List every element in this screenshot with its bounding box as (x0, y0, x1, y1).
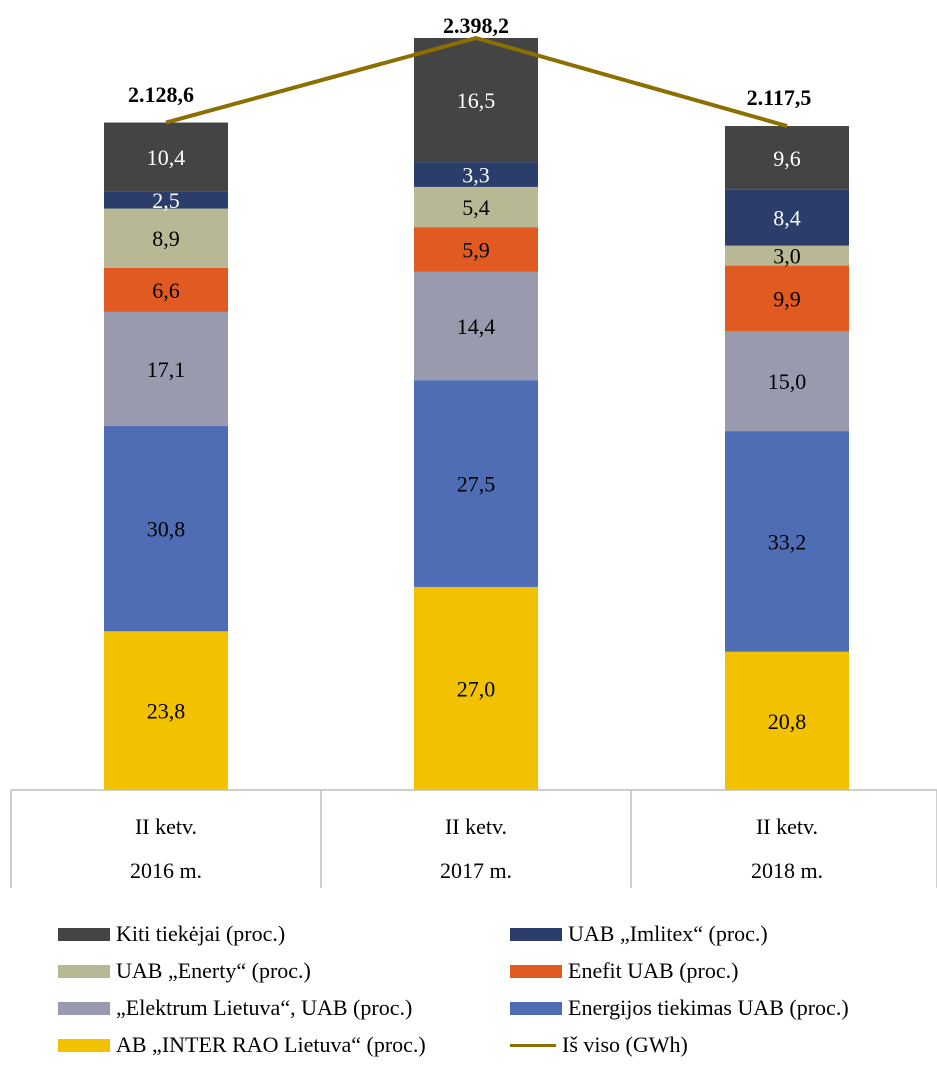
legend-swatch (58, 927, 110, 941)
category-label: 2018 m. (751, 858, 823, 883)
data-label: 2,5 (152, 188, 180, 213)
legend-label: Energijos tiekimas UAB (proc.) (568, 995, 849, 1020)
category-label: II ketv. (756, 814, 818, 839)
bar-segment (104, 208, 228, 268)
data-label: 16,5 (457, 88, 496, 113)
bar-segment (104, 191, 228, 209)
total-label: 2.398,2 (443, 13, 509, 38)
legend-swatch (58, 1001, 110, 1015)
legend-item: Iš viso (GWh) (510, 1029, 930, 1061)
legend-swatch (510, 964, 562, 978)
data-label: 17,1 (147, 357, 186, 382)
bar-segment (104, 311, 228, 426)
data-label: 10,4 (147, 145, 186, 170)
bar-segment (104, 122, 228, 192)
data-label: 3,3 (462, 162, 490, 187)
data-label: 8,4 (773, 206, 801, 231)
bar-group: 23,8 30,8 17,1 6,6 8,9 2,5 10,4 27,0 27,5 14,4 5,9… (104, 38, 849, 790)
legend-label: „Elektrum Lietuva“, UAB (proc.) (116, 995, 413, 1020)
data-label: 9,9 (773, 286, 801, 311)
data-label: 15,0 (768, 369, 807, 394)
legend-label: Kiti tiekėjai (proc.) (116, 921, 286, 946)
bar-segment (104, 267, 228, 312)
legend-item: Enefit UAB (proc.) (510, 955, 930, 987)
bar-segment (414, 271, 538, 381)
legend: Kiti tiekėjai (proc.) UAB „Imlitex“ (proc… (58, 918, 937, 1061)
legend-label: UAB „Imlitex“ (proc.) (568, 921, 768, 946)
category-label: II ketv. (135, 814, 197, 839)
legend-label: Iš viso (GWh) (562, 1032, 688, 1057)
bar-segment (725, 431, 849, 652)
data-label: 5,9 (462, 238, 490, 263)
data-label: 23,8 (147, 699, 186, 724)
bar-segment (414, 227, 538, 272)
data-label: 30,8 (147, 517, 186, 542)
data-label: 8,9 (152, 226, 180, 251)
data-label: 20,8 (768, 709, 807, 734)
total-label: 2.128,6 (128, 82, 194, 107)
data-label: 27,5 (457, 472, 496, 497)
bar-segment (104, 425, 228, 632)
total-line (165, 36, 788, 128)
bar-segment (414, 162, 538, 187)
legend-swatch (58, 964, 110, 978)
bar-segment (725, 331, 849, 432)
bar-segment (725, 265, 849, 332)
bar-segment (725, 245, 849, 266)
category-label: 2016 m. (130, 858, 202, 883)
data-label: 27,0 (457, 676, 496, 701)
legend-item: AB „INTER RAO Lietuva“ (proc.) (58, 1029, 510, 1061)
legend-swatch (510, 1001, 562, 1015)
bar-segment (414, 380, 538, 587)
bar-segment (725, 189, 849, 246)
data-label: 9,6 (773, 146, 801, 171)
data-label: 3,0 (773, 244, 801, 269)
bar-segment (414, 586, 538, 790)
legend-label: UAB „Enerty“ (proc.) (116, 958, 311, 983)
bar-segment (725, 651, 849, 790)
bar-segment (414, 38, 538, 163)
bar-segment (414, 186, 538, 228)
bar-segment (104, 631, 228, 790)
category-label: 2017 m. (440, 858, 512, 883)
legend-item: UAB „Imlitex“ (proc.) (510, 918, 930, 950)
total-label: 2.117,5 (747, 85, 812, 110)
category-axis: II ketv. 2016 m. II ketv. 2017 m. II ketv. 20… (10, 789, 937, 888)
data-label: 33,2 (768, 529, 807, 554)
data-label: 14,4 (457, 314, 496, 339)
legend-item: „Elektrum Lietuva“, UAB (proc.) (58, 992, 510, 1024)
stacked-bar-chart: 23,8 30,8 17,1 6,6 8,9 2,5 10,4 27,0 27,5 14,4 5,9… (10, 13, 937, 888)
legend-label: AB „INTER RAO Lietuva“ (proc.) (116, 1032, 426, 1057)
legend-swatch (510, 927, 562, 941)
legend-label: Enefit UAB (proc.) (568, 958, 739, 983)
legend-line-swatch (510, 1043, 556, 1047)
legend-item: Energijos tiekimas UAB (proc.) (510, 992, 930, 1024)
legend-swatch (58, 1038, 110, 1052)
data-label: 6,6 (152, 278, 180, 303)
total-line-group: 2.128,6 2.398,2 2.117,5 (128, 13, 812, 128)
category-label: II ketv. (445, 814, 507, 839)
legend-item: UAB „Enerty“ (proc.) (58, 955, 510, 987)
data-label: 5,4 (462, 195, 490, 220)
bar-segment (725, 126, 849, 190)
legend-item: Kiti tiekėjai (proc.) (58, 918, 510, 950)
